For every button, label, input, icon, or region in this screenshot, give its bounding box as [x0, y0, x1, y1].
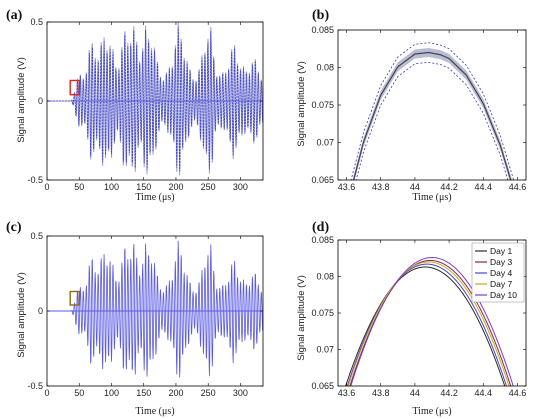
panel-d-xtick-label: 44.6	[509, 388, 527, 398]
panel-a-xtick-label: 300	[233, 182, 248, 192]
panel-d-xtick-label: 44	[410, 388, 420, 398]
panel-b-lower-bound	[355, 61, 509, 180]
panel-c-xtick-label: 150	[136, 388, 151, 398]
panel-b-ytick-label: 0.07	[316, 138, 334, 148]
panel-d-series-2	[349, 259, 512, 386]
panel-b-xlabel: Time (μs)	[412, 192, 451, 203]
panel-c-label: (c)	[6, 220, 22, 235]
panel-d-xtick-label: 43.6	[338, 388, 356, 398]
panel-a-label: (a)	[6, 8, 23, 23]
panel-d-series-1	[345, 266, 506, 386]
panel-a-ylabel: Signal amplitude (V)	[16, 57, 27, 143]
panel-a-xtick-label: 250	[201, 182, 216, 192]
panel-a-xtick-label: 0	[44, 182, 49, 192]
panel-d-series-3	[346, 263, 507, 386]
panel-b-ytick-label: 0.08	[316, 63, 334, 73]
panel-d-ytick-label: 0.065	[311, 381, 334, 391]
panel-a-xtick-label: 200	[168, 182, 183, 192]
panel-d-xtick-label: 43.8	[372, 388, 390, 398]
panel-d-legend-label: Day 4	[490, 268, 512, 278]
panel-c-xtick-label: 50	[74, 388, 84, 398]
panel-c-ytick-label: -0.5	[27, 381, 43, 391]
panel-d-legend-label: Day 1	[490, 246, 512, 256]
panel-d-xtick-label: 44.2	[440, 388, 458, 398]
panel-a-highlight-box	[69, 79, 80, 96]
panel-d: (d) 43.6 43.8 44 44.2 44.4 44.6 0.065 0.07 0.075…	[296, 220, 527, 417]
panel-a-mean-series	[47, 26, 264, 172]
panel-c-ylabel: Signal amplitude (V)	[16, 272, 27, 358]
panel-b-confidence-band	[352, 48, 513, 180]
panel-c: (c) 0 50 100 150 200 250 300-0.500.5 Time (μs)…	[6, 220, 264, 417]
panel-c-xtick-label: 300	[233, 388, 248, 398]
panel-d-ytick-label: 0.075	[311, 308, 334, 318]
panel-d-ylabel: Signal amplitude (V)	[296, 275, 307, 361]
panel-b-xtick-label: 44.6	[509, 182, 527, 192]
panel-a-xtick-label: 150	[136, 182, 151, 192]
panel-d-legend-label: Day 10	[490, 290, 517, 300]
panel-b-ytick-label: 0.065	[311, 175, 334, 185]
panel-b: (b) 43.6 43.8 44 44.2 44.4 44.6 0.065 0.07 0.075…	[296, 8, 527, 203]
panel-d-xlabel: Time (μs)	[412, 406, 451, 417]
panel-a-axes: 0 50 100 150 200 250 300-0.500.5	[27, 17, 264, 192]
panel-c-highlight-box	[69, 290, 80, 306]
panel-d-label: (d)	[312, 220, 329, 235]
panel-b-mean-curve	[352, 51, 512, 180]
panel-d-ytick-label: 0.08	[316, 272, 334, 282]
panel-a-ytick-label: 0.5	[30, 17, 43, 27]
panel-b-ylabel: Signal amplitude (V)	[296, 61, 307, 147]
panel-d-xtick-label: 44.4	[475, 388, 493, 398]
panel-c-axes: 0 50 100 150 200 250 300-0.500.5	[27, 231, 264, 398]
panel-b-ytick-label: 0.075	[311, 100, 334, 110]
panel-c-signal-series	[47, 240, 264, 378]
panel-c-ytick-label: 0	[38, 306, 43, 316]
panel-c-xlabel: Time (μs)	[135, 406, 174, 417]
panel-b-ytick-label: 0.085	[311, 25, 334, 35]
panel-c-xtick-label: 100	[104, 388, 119, 398]
panel-c-xtick-label: 200	[168, 388, 183, 398]
panel-d-axes: 43.6 43.8 44 44.2 44.4 44.6 0.065 0.07 0.075 0.08…	[311, 235, 527, 398]
panel-d-ytick-label: 0.07	[316, 345, 334, 355]
panel-a-xlabel: Time (μs)	[135, 192, 174, 203]
panel-a-xtick-label: 50	[74, 182, 84, 192]
panel-b-label: (b)	[312, 8, 329, 23]
panel-a-ytick-label: -0.5	[27, 175, 43, 185]
panel-b-xtick-label: 44.2	[440, 182, 458, 192]
panel-b-axes: 43.6 43.8 44 44.2 44.4 44.6 0.065 0.07 0.075 0.08…	[311, 25, 527, 192]
panel-a-xtick-label: 100	[104, 182, 119, 192]
panel-b-xtick-label: 43.8	[372, 182, 390, 192]
panel-a-ytick-label: 0	[38, 96, 43, 106]
panel-d-legend-label: Day 7	[490, 279, 512, 289]
panel-a: (a) 0 50 100 150 200 250 300-0.500.5 Time (μs)…	[6, 8, 264, 203]
panel-c-xtick-label: 0	[44, 388, 49, 398]
panel-b-upper-bound	[350, 42, 515, 180]
panel-b-plot	[350, 42, 515, 180]
panel-c-xtick-label: 250	[201, 388, 216, 398]
panel-b-xtick-label: 43.6	[338, 182, 356, 192]
panel-d-series-4	[347, 261, 510, 386]
panel-d-ytick-label: 0.085	[311, 235, 334, 245]
panel-d-series-5	[350, 257, 514, 386]
panel-b-xtick-label: 44.4	[475, 182, 493, 192]
panel-c-ytick-label: 0.5	[30, 231, 43, 241]
panel-d-plot	[345, 257, 514, 386]
panel-d-legend-label: Day 3	[490, 257, 512, 267]
panel-b-xtick-label: 44	[410, 182, 420, 192]
